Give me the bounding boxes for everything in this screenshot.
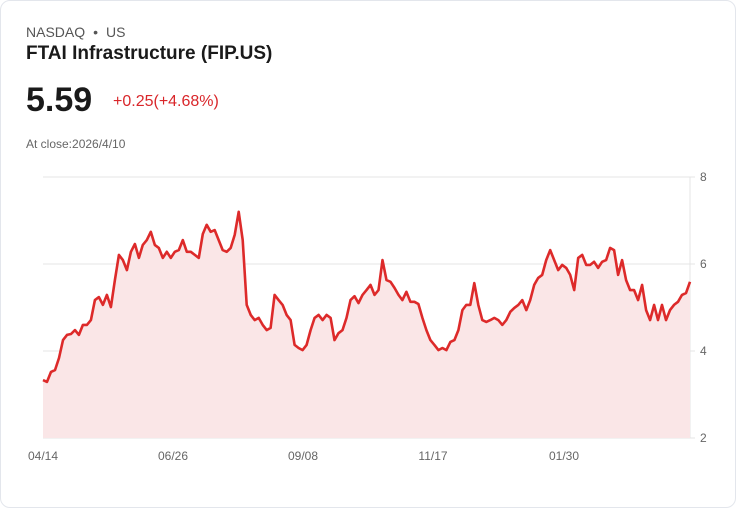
exchange-name: NASDAQ [26,24,86,40]
stock-title: FTAI Infrastructure (FIP.US) [26,43,273,64]
y-tick-label: 6 [700,257,707,271]
separator-dot: • [93,24,99,40]
x-tick-label: 01/30 [549,449,579,463]
y-tick-label: 4 [700,344,707,358]
y-tick-label: 2 [700,431,707,445]
price-area-fill [43,211,690,438]
exchange-line: NASDAQ • US [26,24,125,40]
x-tick-label: 06/26 [158,449,188,463]
x-tick-label: 04/14 [28,449,58,463]
price-line [42,210,692,384]
region: US [106,24,126,40]
current-price: 5.59 [26,81,93,119]
x-tick-label: 09/08 [288,449,318,463]
close-date: At close:2026/4/10 [26,137,126,151]
x-tick-label: 11/17 [418,449,447,463]
y-tick-label: 8 [700,170,707,184]
price-change: +0.25(+4.68%) [113,93,219,110]
